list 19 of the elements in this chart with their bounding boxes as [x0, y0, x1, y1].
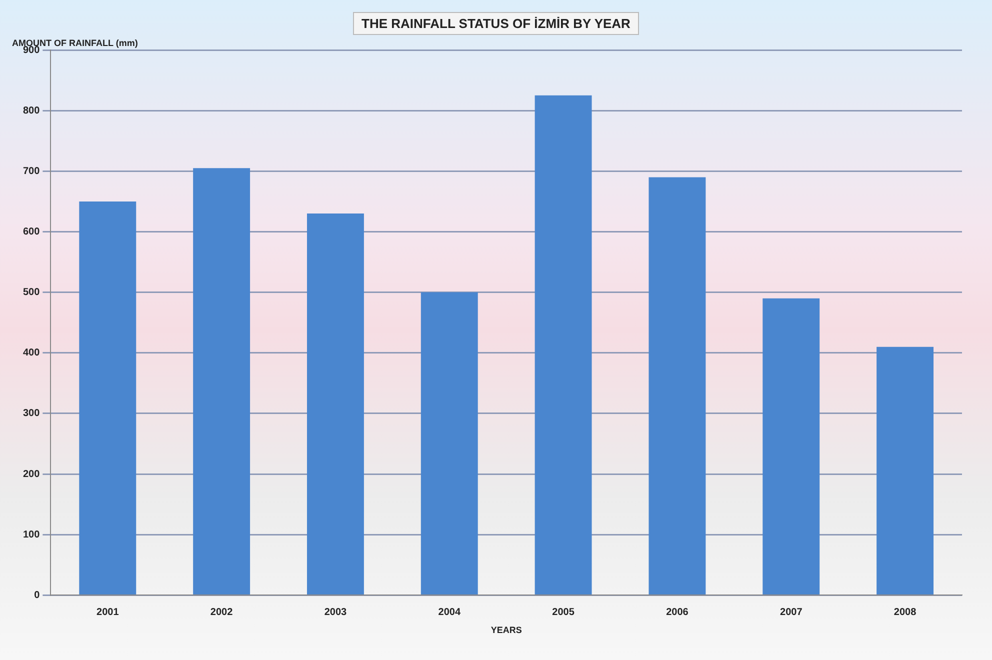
- y-tick-label: 700: [22, 166, 40, 177]
- y-tick-label: 800: [22, 105, 40, 116]
- x-tick-label: 2002: [210, 606, 234, 618]
- y-tick-label: 600: [22, 226, 40, 238]
- x-tick-label: 2005: [552, 606, 575, 618]
- y-tick-label: 100: [22, 529, 40, 540]
- y-tick-label: 500: [22, 287, 40, 298]
- y-tick-label: 400: [22, 348, 40, 359]
- y-tick-label: 300: [22, 408, 40, 420]
- x-axis-title: YEARS: [490, 625, 522, 636]
- x-tick-label: 2003: [324, 606, 348, 618]
- x-tick-label: 2008: [894, 606, 917, 618]
- x-tick-label: 2007: [780, 606, 803, 618]
- y-tick-label: 200: [22, 468, 40, 480]
- x-tick-label: 2001: [96, 606, 120, 618]
- x-tick-label: 2004: [438, 606, 461, 618]
- x-tick-label: 2006: [666, 606, 689, 618]
- y-tick-label: 0: [34, 590, 40, 601]
- chart-title: THE RAINFALL STATUS OF İZMİR BY YEAR: [352, 12, 640, 35]
